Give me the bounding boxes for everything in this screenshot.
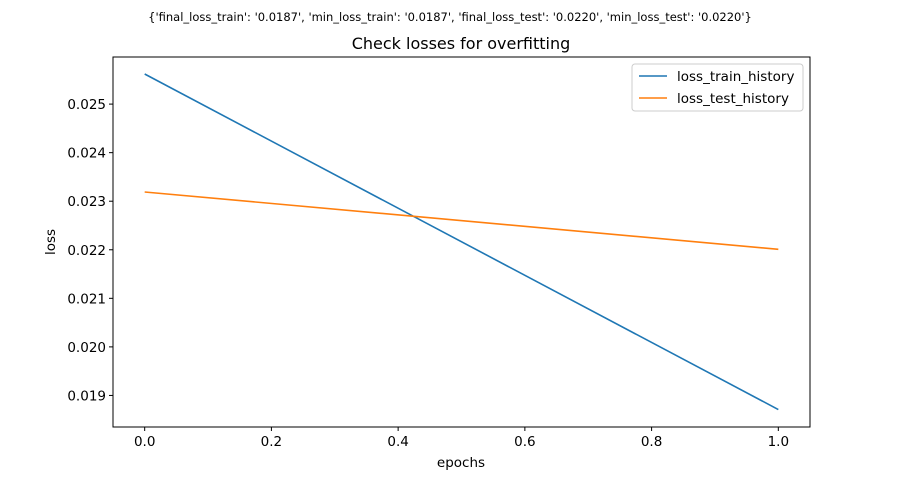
legend: loss_train_history loss_test_history (631, 63, 804, 112)
series-line-loss-train-history (144, 73, 779, 411)
y-tick-label: 0.025 (67, 97, 106, 113)
x-tick-label: 0.6 (514, 434, 535, 450)
chart-title: Check losses for overfitting (352, 34, 571, 53)
x-tick-label: 0.0 (134, 434, 155, 450)
x-tick-label: 0.2 (261, 434, 282, 450)
y-tick-label: 0.020 (67, 340, 106, 356)
y-axis: 0.019 0.020 0.021 0.022 0.023 0.024 0.025 (67, 97, 113, 404)
series-line-loss-test-history (144, 191, 779, 251)
legend-label: loss_train_history (677, 69, 794, 85)
x-tick-label: 0.8 (641, 434, 662, 450)
legend-box (631, 63, 804, 112)
suptitle: {'final_loss_train': '0.0187', 'min_loss… (148, 10, 752, 24)
series-lines (144, 73, 779, 411)
legend-label: loss_test_history (677, 91, 789, 107)
y-tick-label: 0.023 (67, 194, 106, 210)
x-tick-label: 0.4 (387, 434, 408, 450)
y-axis-label: loss (43, 229, 59, 255)
x-tick-label: 1.0 (768, 434, 789, 450)
y-tick-label: 0.021 (67, 291, 106, 307)
x-axis-label: epochs (437, 455, 485, 471)
y-tick-label: 0.022 (67, 243, 106, 259)
y-tick-label: 0.019 (67, 388, 106, 404)
x-axis: 0.0 0.2 0.4 0.6 0.8 1.0 (134, 427, 789, 450)
y-tick-label: 0.024 (67, 146, 106, 162)
plot-area (112, 56, 811, 428)
